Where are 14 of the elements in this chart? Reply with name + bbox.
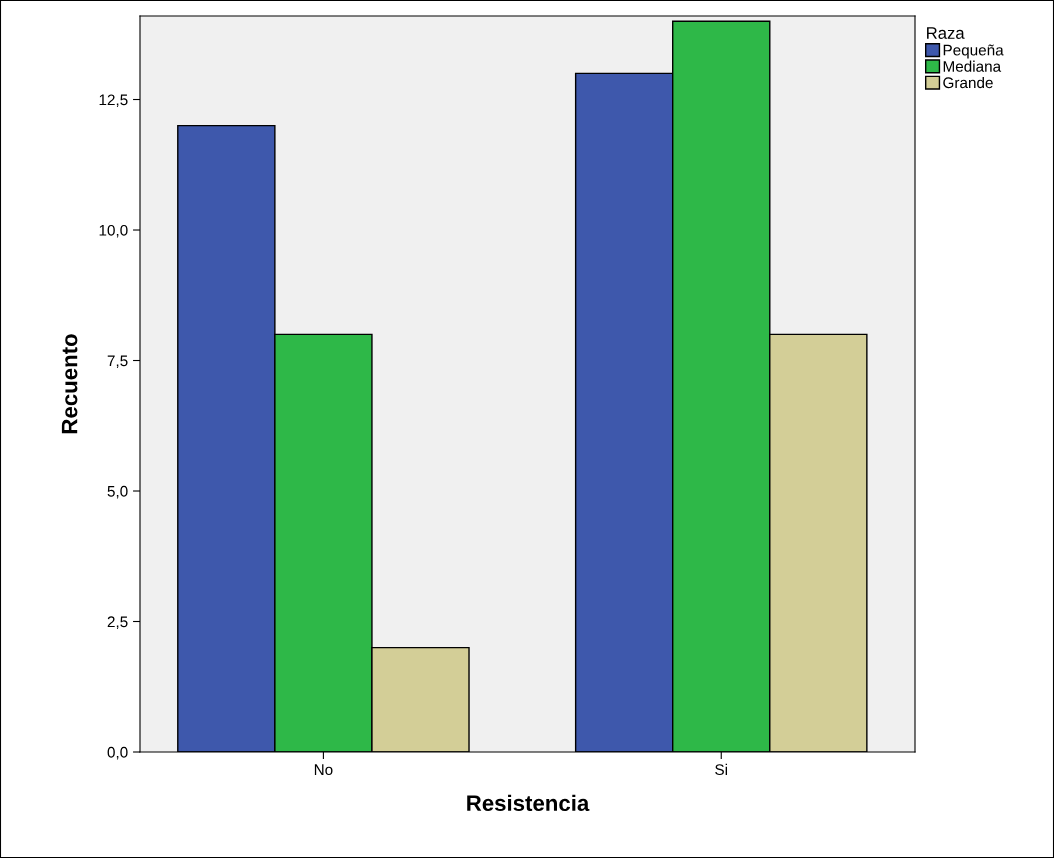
x-axis-title: Resistencia xyxy=(467,794,590,812)
legend-label: Pequeña xyxy=(943,44,1004,59)
y-tick-label: 0,0 xyxy=(107,746,128,760)
legend-label: Grande xyxy=(943,76,993,89)
y-tick-label: 12,5 xyxy=(99,94,128,108)
y-tick-label: 2,5 xyxy=(107,616,128,629)
y-tick-label: 10,0 xyxy=(99,224,128,238)
x-tick-label: Si xyxy=(715,763,728,776)
legend-label: Mediana xyxy=(943,60,1002,72)
y-axis-title: Recuento xyxy=(61,334,78,434)
y-tick-label: 5,0 xyxy=(107,485,128,499)
x-tick-label: No xyxy=(314,764,333,776)
y-tick-label: 7,5 xyxy=(107,355,128,368)
legend-title: Raza xyxy=(927,27,965,39)
